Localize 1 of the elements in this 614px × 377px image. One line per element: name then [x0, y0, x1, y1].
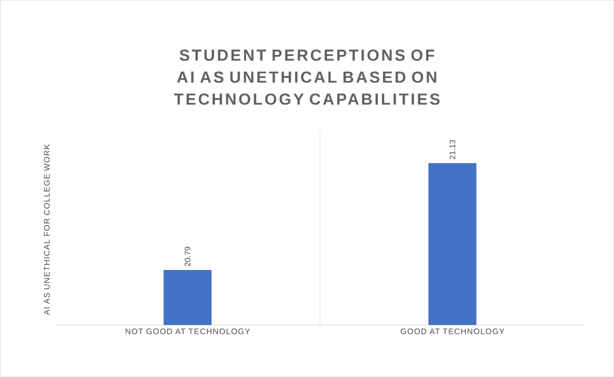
chart-title: STUDENT PERCEPTIONS OF AI AS UNETHICAL BASED ON TECHNOLOGY CAPABILITIES	[174, 49, 440, 105]
